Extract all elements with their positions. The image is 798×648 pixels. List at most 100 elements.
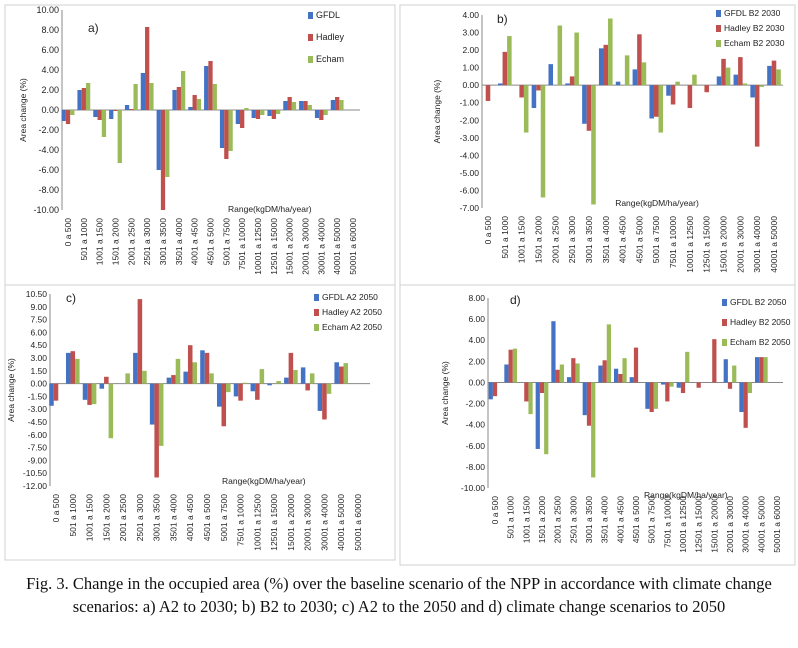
y-axis-title: Area change (%) <box>440 361 450 425</box>
y-tick-label: 3.00 <box>30 353 47 363</box>
chart-panel-3: -12.00 -10.50 -9.00 -7.50 -6.00 -4.50 -3.00 -1.… <box>4 284 396 561</box>
bar-hadley-a2-2050 <box>154 383 159 478</box>
bar-echam-b2-2030 <box>540 85 546 198</box>
bar-gfdl-a2-2050 <box>250 383 256 392</box>
bar-echam <box>133 84 138 110</box>
bar-echam-b2-2030 <box>759 85 764 87</box>
bar-hadley-b2-2050 <box>649 382 654 412</box>
bar-gfdl <box>267 110 272 116</box>
bar-echam <box>275 110 281 114</box>
bar-gfdl <box>204 66 209 110</box>
legend-swatch <box>308 56 313 63</box>
bar-echam-b2-2030 <box>742 83 748 86</box>
bar-gfdl-b2-2030 <box>666 85 671 96</box>
bar-hadley <box>240 110 245 128</box>
bar-gfdl-b2-2050 <box>613 368 619 383</box>
x-tick-label: 40001 a 50000 <box>332 218 342 275</box>
x-tick-label: 3001 a 3500 <box>584 496 594 544</box>
bar-gfdl <box>251 110 256 118</box>
x-tick-label: 1001 a 1500 <box>85 494 95 542</box>
bar-hadley-b2-2050 <box>602 360 607 383</box>
bar-hadley-b2-2030 <box>586 85 592 131</box>
bar-echam-a2-2050 <box>209 373 214 384</box>
bar-hadley-a2-2050 <box>204 352 210 384</box>
bar-echam-b2-2030 <box>725 67 731 86</box>
x-tick-label: 1001 a 1500 <box>521 496 531 544</box>
bar-echam <box>307 105 312 110</box>
legend-label: GFDL B2 2030 <box>724 8 781 18</box>
x-tick-label: 40001 a 50000 <box>336 494 346 551</box>
bar-echam-a2-2050 <box>242 382 248 384</box>
chart-frame <box>4 284 396 561</box>
x-tick-label: 7501 a 10000 <box>237 218 247 270</box>
bar-echam-b2-2030 <box>641 62 647 86</box>
x-tick-label: 10001 a 12500 <box>252 494 262 551</box>
x-tick-label: 50001 a 60000 <box>772 496 782 553</box>
y-tick-label: 4.00 <box>468 335 485 345</box>
bar-echam-a2-2050 <box>91 383 97 405</box>
y-tick-label: 1.00 <box>462 63 479 73</box>
y-tick-label: -12.00 <box>23 481 47 491</box>
chart-frame <box>399 4 796 286</box>
legend-label: GFDL <box>316 10 340 20</box>
panel-label: b) <box>497 12 508 26</box>
x-tick-label: 4001 a 4500 <box>615 496 625 544</box>
bar-echam-a2-2050 <box>142 370 147 384</box>
bar-gfdl <box>235 110 241 124</box>
x-tick-label: 5001 a 7500 <box>647 496 657 544</box>
bar-echam-a2-2050 <box>158 383 164 446</box>
y-tick-label: 0.00 <box>462 80 479 90</box>
bar-gfdl-a2-2050 <box>65 352 71 384</box>
x-tick-label: 4501 a 5000 <box>206 218 216 266</box>
bar-hadley-b2-2030 <box>653 85 659 117</box>
bar-hadley-b2-2050 <box>759 357 764 383</box>
bar-hadley-b2-2030 <box>502 51 508 86</box>
x-tick-label: 1501 a 2000 <box>111 218 121 266</box>
bar-echam-a2-2050 <box>125 373 130 384</box>
bar-hadley <box>113 110 118 111</box>
y-tick-label: -4.00 <box>38 145 59 155</box>
x-tick-label: 30001 a 40000 <box>319 494 329 551</box>
x-tick-label: 3001 a 3500 <box>152 494 162 542</box>
y-tick-label: -5.00 <box>460 168 480 178</box>
bar-echam-b2-2050 <box>544 382 549 455</box>
bar-echam-b2-2030 <box>608 18 613 86</box>
bar-echam-a2-2050 <box>108 383 114 439</box>
bar-gfdl <box>140 73 146 110</box>
figure-caption: Fig. 3. Change in the occupied area (%) … <box>26 574 772 616</box>
bar-hadley-a2-2050 <box>70 351 76 384</box>
y-axis-title: Area change (%) <box>432 79 442 143</box>
bar-gfdl-b2-2050 <box>723 359 728 383</box>
y-tick-label: -3.00 <box>460 133 480 143</box>
bar-gfdl-b2-2050 <box>598 365 603 383</box>
bar-hadley-b2-2050 <box>696 382 701 388</box>
y-tick-label: 0.00 <box>41 105 59 115</box>
bar-gfdl-b2-2030 <box>582 85 587 124</box>
y-tick-label: 4.00 <box>462 10 479 20</box>
x-tick-label: 0 a 500 <box>63 218 73 247</box>
bar-hadley-b2-2030 <box>754 85 760 147</box>
y-tick-label: 7.50 <box>30 315 47 325</box>
bar-hadley-b2-2050 <box>539 382 545 393</box>
x-tick-label: 3501 a 4000 <box>601 216 611 264</box>
bar-hadley <box>160 110 166 210</box>
bar-gfdl-a2-2050 <box>216 383 222 407</box>
x-axis-title: Range(kgDM/ha/year) <box>615 198 699 208</box>
legend-label: GFDL B2 2050 <box>730 297 787 307</box>
legend-label: Echam <box>316 54 344 64</box>
bar-hadley-a2-2050 <box>171 375 176 384</box>
bar-gfdl <box>93 110 98 117</box>
bar-hadley-a2-2050 <box>87 383 92 405</box>
bar-hadley <box>287 97 292 110</box>
y-tick-label: 4.50 <box>30 340 47 350</box>
y-tick-label: 2.00 <box>468 356 485 366</box>
x-tick-label: 1001 a 1500 <box>95 218 105 266</box>
bar-gfdl-a2-2050 <box>166 377 172 384</box>
x-axis-title: Range(kgDM/ha/year) <box>222 476 306 486</box>
bar-hadley-b2-2030 <box>704 85 709 93</box>
bar-gfdl-b2-2030 <box>632 69 638 86</box>
bar-gfdl-b2-2050 <box>582 382 587 416</box>
bar-hadley-b2-2030 <box>637 34 642 86</box>
panel-label: a) <box>88 21 99 35</box>
x-tick-label: 50001 a 60000 <box>353 494 363 551</box>
